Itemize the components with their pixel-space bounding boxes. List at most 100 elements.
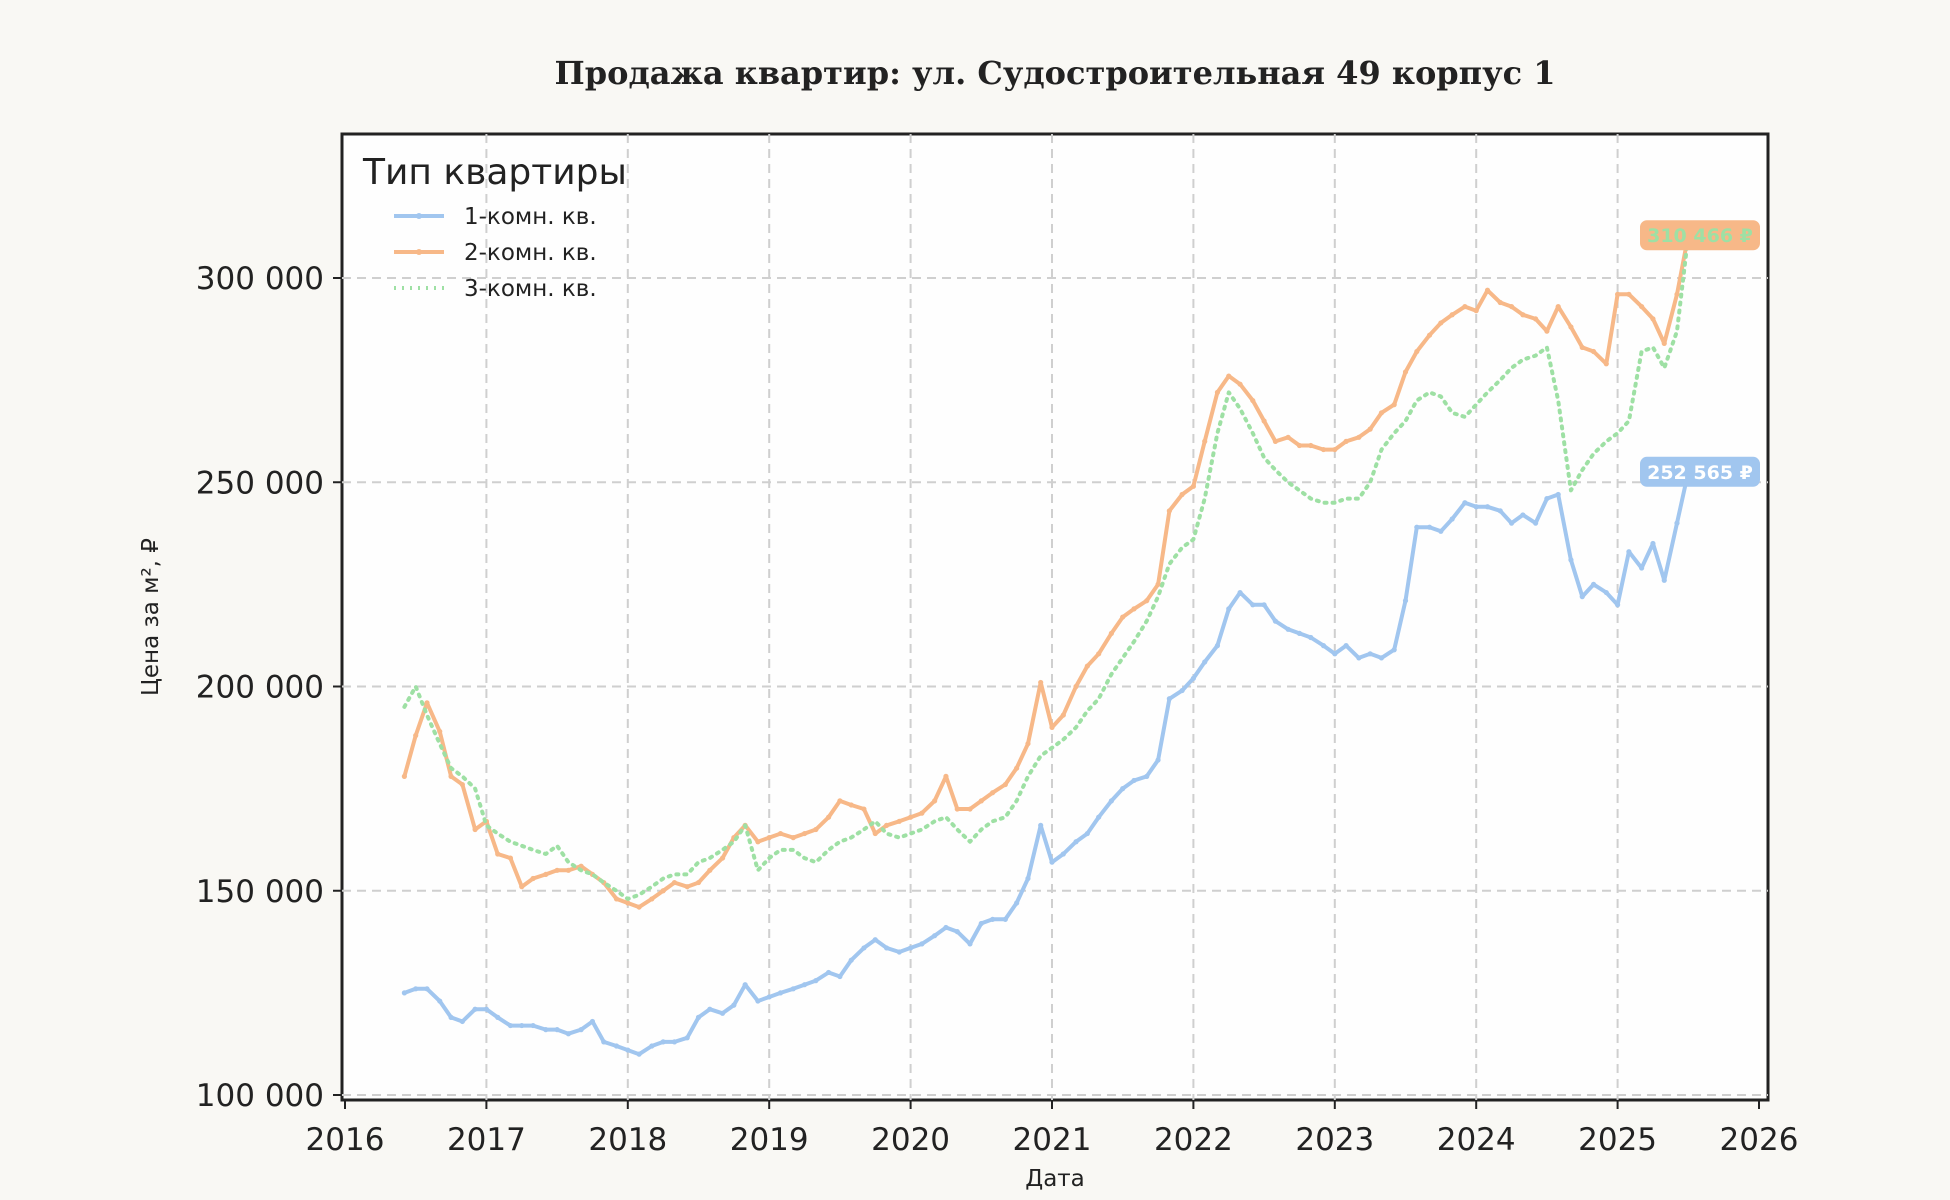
series-point-2 [755,839,761,845]
series-point-2 [954,806,960,812]
series-point-2 [978,798,984,804]
series-point-1 [448,1014,454,1020]
series-point-2 [1190,483,1196,489]
series-point-2 [766,835,772,841]
legend-entry-label: 2-комн. кв. [464,240,597,266]
series-point-2 [777,830,784,837]
series-point-1 [1661,577,1667,583]
series-point-2 [1579,344,1585,351]
series-point-1 [1155,757,1161,763]
y-tick-label: 300 000 [196,261,324,297]
series-point-2 [1484,287,1491,293]
series-point-2 [1356,434,1362,440]
series-point-2 [1131,606,1137,612]
series-point-1 [1049,859,1055,865]
series-point-1 [1497,508,1503,514]
series-point-2 [1520,312,1526,318]
series-point-1 [1615,602,1621,608]
series-point-2 [507,855,514,861]
series-point-1 [660,1039,666,1045]
series-point-2 [1674,291,1680,297]
series-point-2 [1320,446,1327,453]
series-point-1 [1084,830,1090,837]
series-point-1 [1332,651,1338,657]
series-point-2 [1639,303,1645,310]
series-point-2 [825,814,832,820]
series-point-1 [801,982,808,988]
series-point-1 [978,920,984,927]
series-point-1 [848,957,854,963]
series-point-2 [671,879,678,886]
series-point-1 [1296,630,1303,636]
series-point-1 [613,1043,620,1049]
series-point-1 [742,982,748,988]
series-point-1 [1108,798,1114,804]
series-point-1 [413,986,419,992]
series-point-2 [437,728,443,735]
y-tick-label: 100 000 [196,1078,324,1114]
series-point-2 [813,826,819,833]
series-point-1 [1378,655,1385,661]
series-point-2 [1426,332,1433,338]
series-point-1 [1096,814,1102,820]
series-point-1 [707,1006,713,1012]
x-tick-label: 2022 [1154,1122,1233,1158]
series-point-1 [1449,516,1455,522]
series-point-2 [1568,324,1574,330]
series-point-1 [1356,655,1362,661]
series-point-1 [990,916,996,922]
series-point-2 [967,806,973,812]
series-point-1 [424,986,430,992]
series-point-1 [1426,524,1433,530]
series-point-2 [1237,381,1243,387]
series-point-2 [1108,630,1114,636]
series-point-1 [1320,643,1327,649]
series-point-2 [472,826,478,833]
series-point-2 [707,867,713,873]
series-point-1 [401,990,407,996]
series-point-1 [1343,643,1349,649]
y-tick-label: 250 000 [196,465,324,501]
series-point-2 [1250,397,1256,404]
series-point-1 [908,945,914,951]
series-point-1 [530,1022,536,1029]
series-point-2 [1202,438,1208,444]
x-tick-label: 2021 [1013,1122,1092,1158]
series-point-2 [908,814,914,820]
series-point-1 [1038,822,1044,828]
series-point-2 [719,855,726,861]
series-point-1 [1367,651,1373,657]
series-point-2 [1214,389,1221,395]
series-point-2 [1073,683,1079,690]
series-point-2 [1025,741,1031,747]
series-point-1 [896,949,902,955]
series-point-1 [1226,606,1232,612]
series-point-1 [1532,520,1539,526]
series-point-1 [1579,594,1585,600]
series-point-2 [625,900,631,906]
series-point-2 [1555,303,1561,310]
series-point-2 [1179,491,1185,498]
series-point-2 [1378,410,1385,416]
series-point-2 [1603,361,1609,367]
series-point-1 [1002,916,1008,922]
series-point-2 [695,879,702,886]
series-point-1 [1179,687,1185,694]
series-point-1 [1568,557,1574,563]
x-tick-label: 2020 [871,1122,950,1158]
series-point-1 [1402,598,1409,604]
series-point-1 [1544,495,1550,502]
y-tick-label: 200 000 [196,670,324,706]
series-point-1 [554,1027,560,1033]
series-point-1 [507,1022,514,1029]
series-point-2 [459,781,465,788]
series-point-1 [1250,602,1256,608]
x-tick-label: 2026 [1720,1122,1799,1158]
series-point-2 [1296,442,1303,449]
series-point-2 [1462,303,1468,310]
series-point-1 [1520,512,1526,518]
series-point-2 [1615,291,1621,297]
series-point-1 [1508,520,1515,526]
